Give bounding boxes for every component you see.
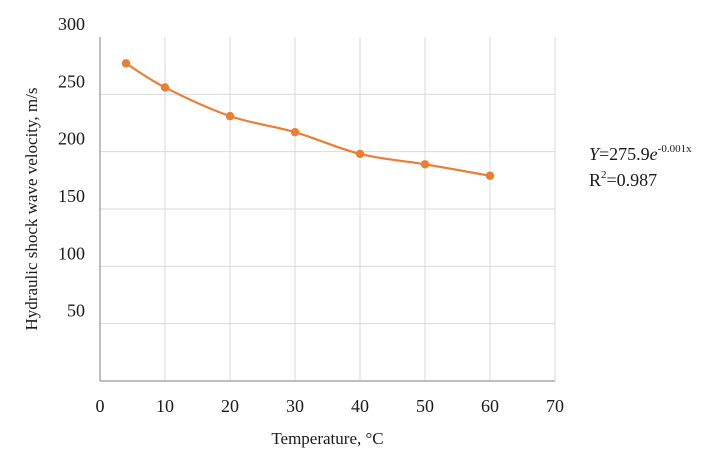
r-squared-exponent: 2: [601, 169, 607, 181]
data-point: [420, 160, 430, 169]
y-tick-label: 200: [58, 129, 85, 149]
regression-annotation: Y=275.9e-0.001x R2=0.987: [589, 141, 692, 193]
r-squared-symbol: R: [589, 170, 602, 190]
y-tick-labels: 50 100 150 200 250 300: [58, 14, 85, 321]
regression-equation: Y=275.9e-0.001x: [589, 141, 692, 167]
r-squared: R2=0.987: [589, 167, 692, 193]
x-axis-title: Temperature, °C: [271, 429, 383, 448]
y-tick-label: 150: [58, 186, 85, 206]
x-tick-label: 20: [221, 396, 239, 416]
equation-exponent: -0.001x: [657, 143, 692, 155]
data-series: [121, 59, 495, 180]
x-tick-labels: 0 10 20 30 40 50 60 70: [96, 396, 565, 416]
x-tick-label: 50: [416, 396, 434, 416]
data-point: [225, 111, 235, 121]
r-squared-value: =0.987: [606, 170, 658, 190]
equation-variable: Y: [589, 144, 600, 164]
equation-base: e: [649, 144, 658, 164]
x-tick-label: 30: [286, 396, 304, 416]
y-axis-title: Hydraulic shock wave velocity, m/s: [22, 88, 41, 331]
data-point: [290, 127, 300, 137]
x-tick-label: 0: [96, 396, 105, 416]
y-tick-label: 50: [67, 301, 85, 321]
data-point: [355, 149, 365, 159]
y-tick-label: 250: [58, 71, 85, 91]
y-tick-label: 100: [58, 243, 85, 263]
axes: [99, 37, 555, 382]
grid: [100, 37, 556, 381]
series-line: [125, 62, 491, 177]
x-tick-label: 60: [481, 396, 499, 416]
x-tick-label: 70: [546, 396, 564, 416]
equation-coefficient: =275.9: [599, 144, 650, 164]
data-point: [121, 59, 131, 68]
data-point: [485, 171, 495, 180]
y-tick-label: 300: [58, 14, 85, 34]
x-tick-label: 40: [351, 396, 369, 416]
data-point: [160, 83, 170, 92]
x-tick-label: 10: [156, 396, 174, 416]
